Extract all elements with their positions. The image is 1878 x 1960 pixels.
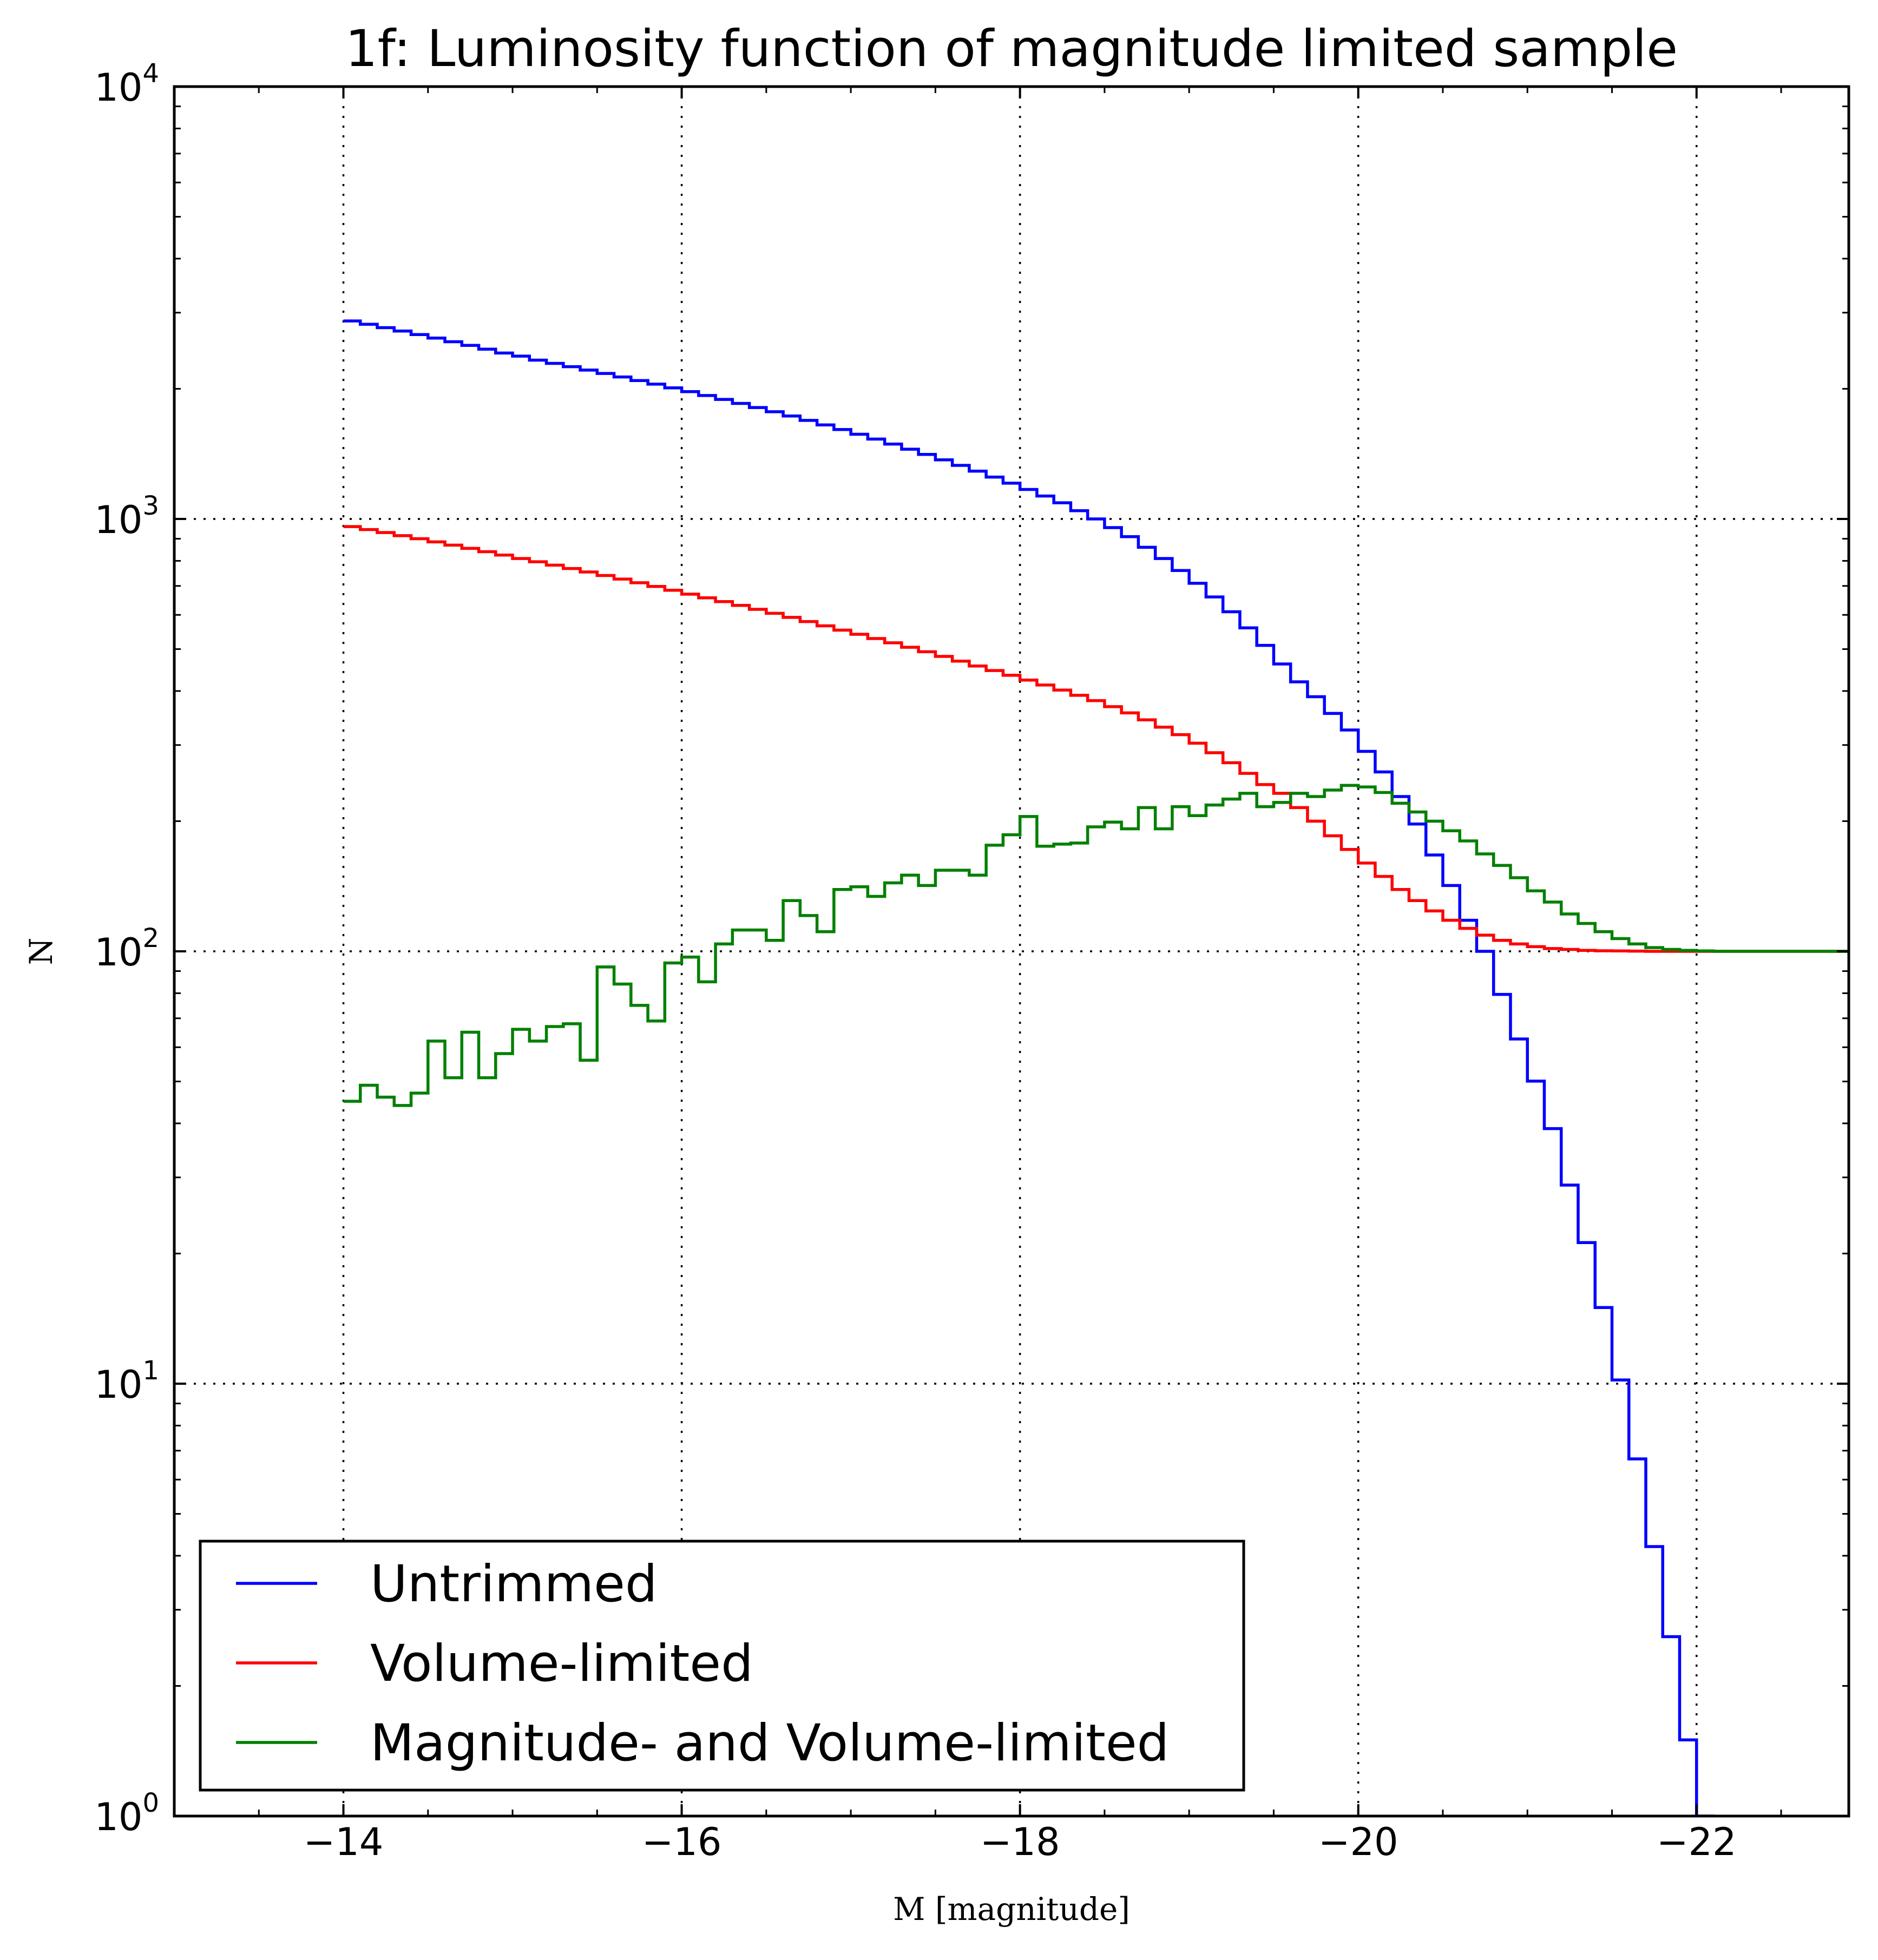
x-tick-label: −16: [642, 1820, 722, 1864]
legend-label: Untrimmed: [370, 1555, 658, 1614]
x-tick-label: −20: [1318, 1820, 1398, 1864]
chart-title: 1f: Luminosity function of magnitude lim…: [345, 19, 1678, 78]
y-tick-label: 100: [94, 1788, 159, 1839]
series-line-1: [343, 319, 1715, 1816]
y-axis-label: N: [23, 938, 60, 965]
y-tick-label: 101: [94, 1356, 159, 1407]
y-tick-label: 102: [94, 923, 159, 975]
series-line-2: [343, 525, 1849, 953]
y-tick-label: 103: [94, 491, 159, 542]
x-tick-label: −18: [980, 1820, 1060, 1864]
legend-label: Magnitude- and Volume-limited: [370, 1714, 1169, 1773]
series-layer: [343, 319, 1849, 1816]
x-tick-labels: −14 −16 −18 −20 −22: [304, 1820, 1737, 1864]
y-tick-label: 104: [94, 58, 159, 110]
major-ticks: [174, 85, 1849, 1817]
legend-label: Volume-limited: [370, 1634, 753, 1693]
legend-box: [199, 1540, 1245, 1792]
legend: Untrimmed Volume-limited Magnitude- and Vo…: [199, 1540, 1245, 1792]
x-tick-label: −14: [304, 1820, 384, 1864]
y-tick-labels: 100 101 102 103 104: [94, 58, 159, 1839]
series-line-3: [343, 784, 1849, 1107]
x-axis-label: M [magnitude]: [893, 1891, 1130, 1928]
x-tick-label: −22: [1657, 1820, 1737, 1864]
